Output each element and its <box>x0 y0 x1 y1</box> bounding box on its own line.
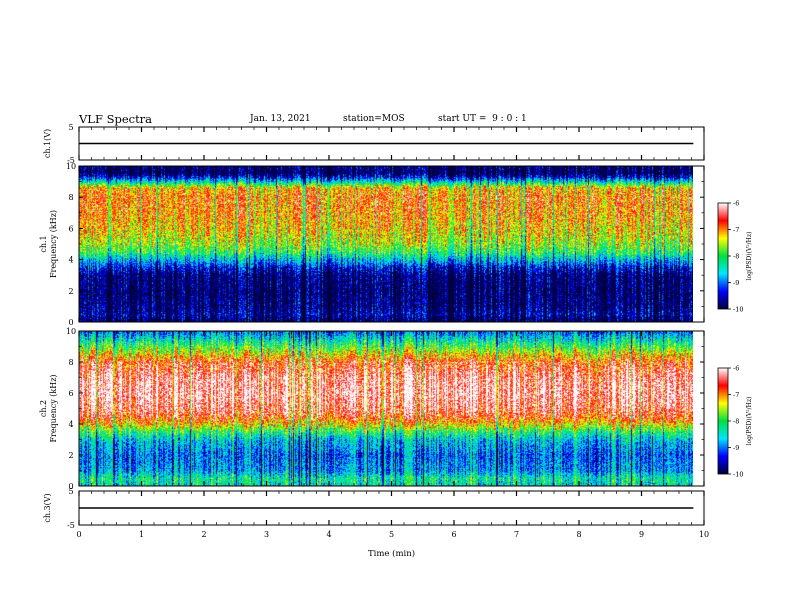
y-tick-label: 6 <box>68 224 73 233</box>
ch1-spectrogram-colorbar-label: log(PSD)(V²/Hz) <box>746 232 753 281</box>
ch3-waveform-ylabel: ch.3(V) <box>43 493 52 522</box>
start-time-label: start UT = 9 : 0 : 1 <box>438 114 527 124</box>
x-tick-label: 5 <box>389 530 394 539</box>
ch2-spectrogram-image <box>79 331 693 486</box>
y-tick-label: 10 <box>66 162 76 171</box>
y-tick-label: 8 <box>68 193 73 202</box>
x-tick-label: 8 <box>576 530 581 539</box>
x-tick-label: 2 <box>201 530 206 539</box>
colorbar-tick-label: -8 <box>733 418 739 426</box>
y-tick-label: 4 <box>68 256 73 265</box>
figure-title: VLF Spectra <box>79 112 153 126</box>
y-tick-label: 10 <box>66 327 76 336</box>
colorbar-tick-label: -6 <box>733 365 739 373</box>
x-tick-label: 7 <box>514 530 519 539</box>
ch1-waveform-ylabel: ch.1(V) <box>43 129 52 158</box>
y-tick-label: -5 <box>67 521 75 530</box>
x-tick-label: 0 <box>76 530 81 539</box>
station-label: station=MOS <box>343 114 405 124</box>
y-tick-label: 6 <box>68 389 73 398</box>
colorbar-tick-label: -8 <box>733 253 739 261</box>
x-axis-label: Time (min) <box>368 548 415 559</box>
colorbar-tick-label: -9 <box>733 279 739 287</box>
colorbar-tick-label: -9 <box>733 444 739 452</box>
colorbar-tick-label: -10 <box>733 471 743 479</box>
x-tick-label: 3 <box>264 530 269 539</box>
y-tick-label: 5 <box>68 487 73 496</box>
y-tick-label: 0 <box>68 318 73 327</box>
colorbar-tick-label: -6 <box>733 200 739 208</box>
ch2-spectrogram-ylabel: ch.2 <box>39 400 48 417</box>
y-tick-label: 2 <box>68 451 73 460</box>
x-tick-label: 1 <box>139 530 144 539</box>
colorbar-tick-label: -7 <box>733 226 739 234</box>
colorbar-tick-label: -7 <box>733 391 739 399</box>
x-tick-label: 4 <box>326 530 331 539</box>
x-tick-label: 10 <box>699 530 709 539</box>
colorbar-tick-label: -10 <box>733 306 743 314</box>
ch2-spectrogram-colorbar-label: log(PSD)(V²/Hz) <box>746 397 753 446</box>
y-tick-label: 2 <box>68 287 73 296</box>
spectrogram-images <box>79 166 693 486</box>
ch2-spectrogram-colorbar <box>717 367 729 475</box>
y-tick-label: 5 <box>68 123 73 132</box>
y-tick-label: 8 <box>68 358 73 367</box>
x-tick-label: 9 <box>639 530 644 539</box>
ch1-spectrogram-image <box>79 166 693 322</box>
ch1-spectrogram-ylabel: Frequency (kHz) <box>49 210 58 278</box>
ch1-spectrogram-ylabel: ch.1 <box>39 235 48 252</box>
ch1-spectrogram-colorbar <box>717 202 729 310</box>
y-tick-label: -5 <box>67 156 75 165</box>
y-tick-label: 4 <box>68 420 73 429</box>
x-tick-label: 6 <box>451 530 456 539</box>
y-tick-label: 0 <box>68 482 73 491</box>
ch2-spectrogram-ylabel: Frequency (kHz) <box>49 374 58 442</box>
date-label: Jan. 13, 2021 <box>250 114 311 124</box>
